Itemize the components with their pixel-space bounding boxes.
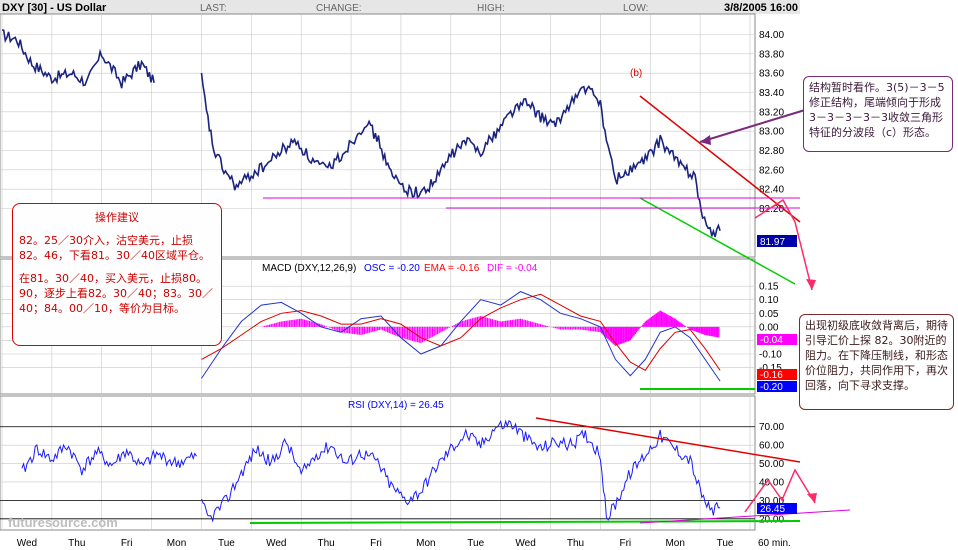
rsi-series-line bbox=[21, 443, 197, 476]
rsi-magenta-line bbox=[639, 509, 851, 524]
note1-pointer bbox=[699, 109, 806, 143]
day-tick-label: Mon bbox=[167, 538, 186, 549]
macd-osc-line bbox=[201, 291, 721, 382]
advice-paragraph-1: 82。25／30介入，沽空美元，止损82。46，下看81。30／40区域平仓。 bbox=[19, 234, 210, 262]
rsi-projection-arrow bbox=[744, 468, 816, 513]
macd-title: MACD (DXY,12,26,9) bbox=[262, 263, 356, 274]
rsi-tick-label: 50.00 bbox=[759, 459, 784, 470]
change-label: CHANGE: bbox=[316, 3, 362, 14]
price-tick-label: 83.60 bbox=[759, 69, 784, 80]
rsi-arrow-head bbox=[807, 493, 817, 503]
watermark: futuresource.com bbox=[8, 515, 118, 530]
symbol-title: DXY [30] - US Dollar bbox=[2, 2, 107, 14]
note1-pointer-head bbox=[700, 135, 711, 145]
price-series-line bbox=[1, 29, 155, 89]
day-tick-label: Thu bbox=[567, 538, 584, 549]
price-projection-arrow bbox=[754, 198, 813, 291]
day-tick-label: Wed bbox=[515, 538, 535, 549]
price-last-value: 81.97 bbox=[760, 237, 785, 248]
day-tick-label: Tue bbox=[218, 538, 235, 549]
macd-dif-label: DIF = -0.04 bbox=[487, 263, 538, 274]
day-tick-label: Fri bbox=[619, 538, 631, 549]
macd-tick-label: 0.15 bbox=[759, 282, 779, 293]
price-tick-label: 82.80 bbox=[759, 146, 784, 157]
ema-tag bbox=[757, 369, 797, 380]
macd-tick-label: 0.00 bbox=[759, 322, 779, 333]
osc-tag-value: -0.20 bbox=[760, 382, 783, 393]
high-label: HIGH: bbox=[477, 3, 505, 14]
rsi-panel bbox=[0, 395, 756, 531]
price-resistance-line bbox=[639, 95, 801, 223]
advice-box: 操作建议 82。25／30介入，沽空美元，止损82。46，下看81。30／40区… bbox=[12, 203, 222, 346]
macd-axis: 0.150.100.050.00-0.05-0.10-0.15 bbox=[759, 282, 782, 374]
interval-label: 60 min. bbox=[758, 538, 791, 549]
price-series-line bbox=[200, 72, 721, 238]
dif-tag bbox=[757, 334, 797, 345]
rsi-tick-label: 20.00 bbox=[759, 514, 784, 525]
dif-tag-value: -0.04 bbox=[760, 335, 783, 346]
price-tick-label: 83.40 bbox=[759, 88, 784, 99]
wave-b-label: (b) bbox=[630, 68, 642, 79]
price-axis: 84.00 83.80 83.60 83.40 83.20 83.00 82.80 82.60… bbox=[759, 30, 784, 215]
day-tick-label: Wed bbox=[17, 538, 37, 549]
day-tick-label: Fri bbox=[121, 538, 133, 549]
x-axis: Wed Thu Fri Mon Tue Wed Thu Fri Mon Tue Wed Thu Fri M… bbox=[17, 538, 734, 549]
macd-tick-label: 0.05 bbox=[759, 309, 779, 320]
advice-title: 操作建议 bbox=[95, 211, 139, 224]
rsi-tick-label: 60.00 bbox=[759, 441, 784, 452]
last-label: LAST: bbox=[200, 3, 227, 14]
low-label: LOW: bbox=[623, 3, 648, 14]
series-layer bbox=[1, 29, 721, 523]
day-tick-label: Tue bbox=[467, 538, 484, 549]
rsi-title: RSI (DXY,14) = 26.45 bbox=[348, 400, 444, 411]
price-last-tag bbox=[757, 235, 797, 247]
price-tick-label: 83.80 bbox=[759, 49, 784, 60]
rsi-axis: 70.00 60.00 50.00 40.00 30.00 20.00 bbox=[759, 422, 784, 525]
price-tick-label: 83.00 bbox=[759, 127, 784, 138]
day-tick-label: Mon bbox=[665, 538, 684, 549]
day-tick-label: Fri bbox=[370, 538, 382, 549]
macd-osc-label: OSC = -0.20 bbox=[364, 263, 420, 274]
wave-structure-note: 结构暂时看作。3(5)－3－5修正结构，尾端倾向于形成3－3－3－3－3收敛三角… bbox=[803, 76, 953, 152]
price-tick-label: 82.60 bbox=[759, 165, 784, 176]
divergence-note: 出现初级底收敛背离后，期待引导汇价上探 82。30附近的阻力。在下降压制线，和形… bbox=[799, 314, 954, 410]
ema-tag-value: -0.16 bbox=[760, 370, 783, 381]
macd-tick-label: 0.10 bbox=[759, 295, 779, 306]
price-tick-label: 83.20 bbox=[759, 107, 784, 118]
day-tick-label: Mon bbox=[416, 538, 435, 549]
header-bar bbox=[0, 0, 800, 14]
rsi-support-line bbox=[249, 520, 801, 524]
price-arrow-head bbox=[806, 279, 816, 290]
price-tick-label: 82.40 bbox=[759, 185, 784, 196]
day-tick-label: Wed bbox=[266, 538, 286, 549]
rsi-tick-label: 40.00 bbox=[759, 477, 784, 488]
rsi-last-value: 26.45 bbox=[760, 504, 785, 515]
rsi-resistance-line bbox=[535, 417, 801, 463]
macd-tick-label: -0.10 bbox=[759, 350, 782, 361]
price-tick-label: 82.20 bbox=[759, 204, 784, 215]
price-support-line bbox=[639, 197, 796, 285]
day-tick-label: Tue bbox=[717, 538, 734, 549]
rsi-last-tag bbox=[757, 503, 797, 514]
macd-ema-line bbox=[201, 293, 721, 371]
day-tick-label: Thu bbox=[318, 538, 335, 549]
day-tick-label: Thu bbox=[68, 538, 85, 549]
advice-paragraph-2: 在81。30／40，买入美元，止损80。90，逐步上看82。30／40；83。3… bbox=[19, 272, 213, 315]
price-tick-label: 84.00 bbox=[759, 30, 784, 41]
macd-ema-label: EMA = -0.16 bbox=[424, 263, 480, 274]
osc-tag bbox=[757, 381, 797, 392]
rsi-series-line bbox=[201, 419, 721, 523]
datetime-label: 3/8/2005 16:00 bbox=[724, 2, 798, 14]
rsi-tick-label: 70.00 bbox=[759, 422, 784, 433]
macd-tick-label: -0.15 bbox=[759, 363, 782, 374]
rsi-tick-label: 30.00 bbox=[759, 496, 784, 507]
